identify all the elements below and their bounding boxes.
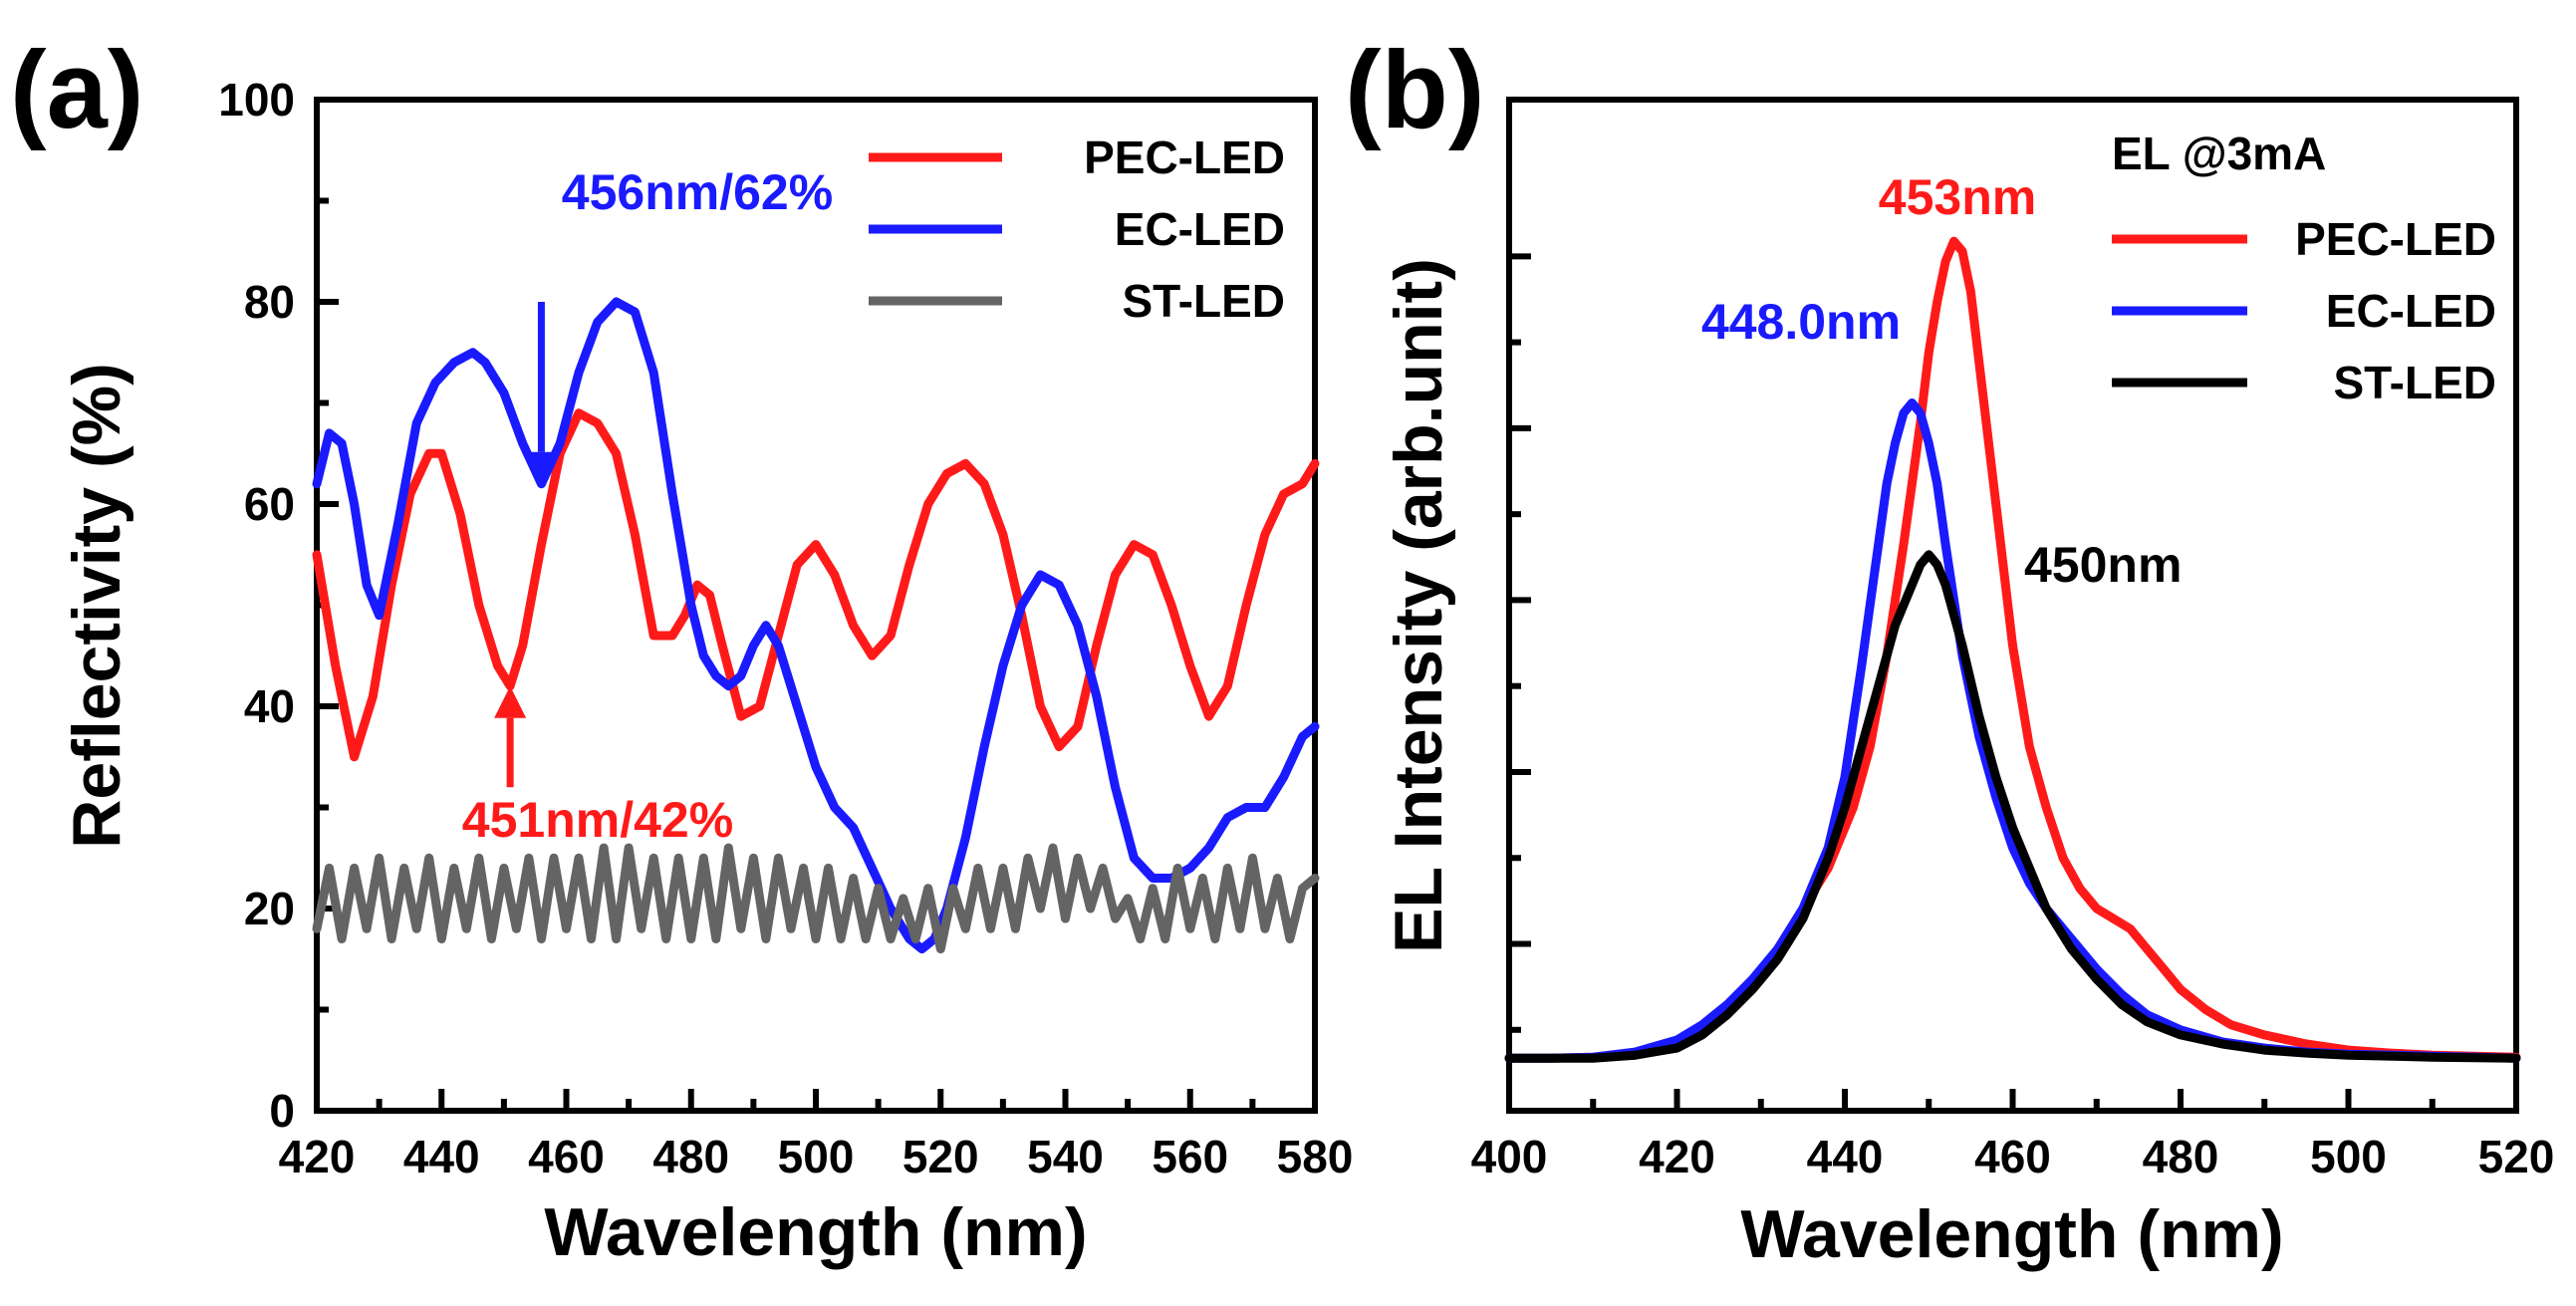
legend-label-pec-led: PEC-LED: [2295, 213, 2496, 265]
legend-title: EL @3mA: [2112, 128, 2326, 179]
panel-a-y-ticks: 0 20 40 60 80 100: [218, 74, 339, 1137]
legend-label-st-led: ST-LED: [2333, 357, 2496, 408]
legend-label-ec-led: EC-LED: [2326, 285, 2496, 337]
legend-label-st-led: ST-LED: [1122, 275, 1285, 327]
x-tick-label: 480: [652, 1131, 729, 1182]
annotation-label: 450nm: [2024, 537, 2182, 593]
y-tick-label: 100: [218, 74, 295, 126]
y-tick-label: 40: [244, 680, 295, 732]
legend-label-pec-led: PEC-LED: [1084, 131, 1285, 183]
annotation-arrow-head: [494, 685, 527, 718]
x-tick-label: 500: [2310, 1131, 2387, 1182]
y-tick-label: 0: [269, 1085, 295, 1137]
x-tick-label: 420: [1639, 1131, 1715, 1182]
x-tick-label: 520: [902, 1131, 979, 1182]
panel-b-legend: EL @3mA PEC-LED EC-LED ST-LED: [2112, 128, 2496, 408]
panel-a-annotations: 456nm/62% 451nm/42%: [462, 164, 833, 848]
panel-a-series: [312, 297, 1320, 954]
x-tick-label: 460: [528, 1131, 605, 1182]
annotation-label: 453nm: [1879, 169, 2036, 225]
x-tick-label: 580: [1277, 1131, 1354, 1182]
panel-a-y-axis-label: Reflectivity (%): [59, 363, 134, 848]
x-tick-label: 500: [778, 1131, 855, 1182]
panel-b-y-ticks: [1509, 253, 1531, 1033]
x-tick-label: 480: [2143, 1131, 2219, 1182]
panel-a-x-axis-label: Wavelength (nm): [544, 1194, 1087, 1270]
panel-a-legend: PEC-LED EC-LED ST-LED: [869, 131, 1285, 327]
panel-a-x-ticks: 420 440 460 480 500 520 540 560 580: [279, 1089, 1354, 1182]
annotation-label: 456nm/62%: [562, 164, 833, 220]
y-tick-label: 80: [244, 276, 295, 328]
x-tick-label: 540: [1027, 1131, 1104, 1182]
series-line-ec-led: [312, 297, 1320, 954]
panel-b-y-axis-label: EL Intensity (arb.unit): [1381, 258, 1456, 953]
panel-b-x-axis-label: Wavelength (nm): [1740, 1196, 2283, 1272]
x-tick-label: 440: [1807, 1131, 1884, 1182]
x-tick-label: 420: [279, 1131, 356, 1182]
x-tick-label: 560: [1152, 1131, 1228, 1182]
annotation-label: 448.0nm: [1701, 294, 1901, 350]
y-tick-label: 20: [244, 883, 295, 934]
annotation-arrow-head: [525, 451, 558, 484]
series-line-pec-led: [312, 408, 1320, 762]
panel-b-annotations: 453nm 448.0nm 450nm: [1701, 169, 2183, 593]
x-tick-label: 440: [403, 1131, 480, 1182]
panel-b-series: [1504, 236, 2521, 1063]
x-tick-label: 520: [2478, 1131, 2555, 1182]
series-line-ec-led: [1504, 398, 2521, 1063]
annotation-label: 451nm/42%: [462, 792, 733, 848]
panel-b-x-ticks: 400 420 440 460 480 500 520: [1471, 1089, 2555, 1182]
panel-b: (b) 400 420 440 460 480 500 520 Wavelength (nm…: [1345, 29, 2554, 1272]
panel-a: (a) 420 440 460 480 500 520 540 560 580 0 20 40 60 8…: [10, 29, 1353, 1270]
legend-label-ec-led: EC-LED: [1115, 203, 1285, 255]
series-line-st-led: [312, 843, 1320, 954]
x-tick-label: 400: [1471, 1131, 1548, 1182]
x-tick-label: 460: [1974, 1131, 2051, 1182]
panel-b-label: (b): [1345, 29, 1484, 151]
series-line-st-led: [1504, 550, 2521, 1063]
y-tick-label: 60: [244, 478, 295, 530]
panel-a-label: (a): [10, 29, 143, 151]
